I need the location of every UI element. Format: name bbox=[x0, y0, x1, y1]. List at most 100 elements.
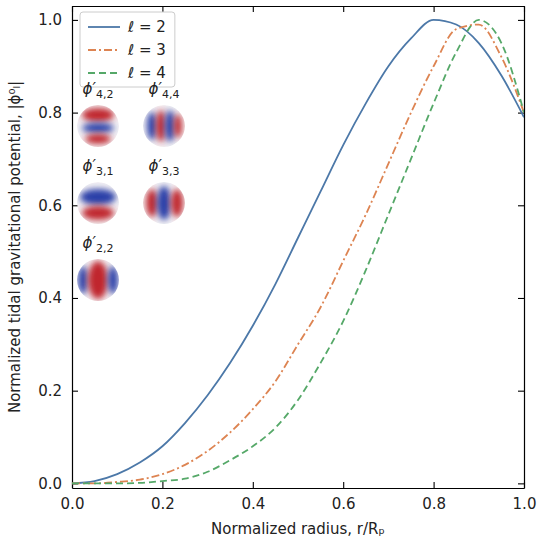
tick-mark bbox=[518, 298, 524, 299]
inset-sphere bbox=[143, 182, 185, 224]
series-line bbox=[72, 25, 524, 484]
sphere-pattern bbox=[171, 189, 183, 217]
chart: 0.00.20.40.60.81.00.00.20.40.60.81.0ℓ = … bbox=[0, 0, 540, 546]
legend-swatch bbox=[88, 72, 120, 74]
lines bbox=[72, 20, 524, 483]
inset-subscript: 3,3 bbox=[162, 165, 180, 178]
tick: 0.6 bbox=[332, 482, 356, 513]
plot: 0.00.20.40.60.81.00.00.20.40.60.81.0ℓ = … bbox=[38, 6, 536, 513]
tick: 0.2 bbox=[38, 382, 78, 400]
sphere-pattern bbox=[165, 110, 175, 142]
inset-label: ϕ′4,4 bbox=[149, 80, 180, 101]
y-axis-title: Normalized tidal gravitational potential… bbox=[6, 81, 24, 413]
tick: 0.4 bbox=[241, 482, 265, 513]
inset-subscript: 3,1 bbox=[96, 165, 114, 178]
sphere-pattern bbox=[146, 189, 158, 217]
tick-label: 0.4 bbox=[241, 495, 265, 513]
tick-label: 0.8 bbox=[38, 104, 62, 122]
tick-mark bbox=[72, 20, 78, 21]
sphere-base bbox=[143, 182, 185, 224]
tick-mark bbox=[72, 391, 78, 392]
tick-mark bbox=[343, 482, 344, 488]
inset-subscript: 4,4 bbox=[162, 88, 180, 101]
tick-label: 1.0 bbox=[513, 495, 537, 513]
tick: 0.8 bbox=[422, 482, 446, 513]
tick-mark bbox=[434, 6, 435, 12]
tick-mark bbox=[434, 482, 435, 488]
tick-mark bbox=[162, 482, 163, 488]
tick bbox=[518, 391, 524, 392]
tick-mark bbox=[343, 6, 344, 12]
sphere-pattern bbox=[108, 266, 118, 294]
tick-mark bbox=[162, 6, 163, 12]
inset-subscript: 2,2 bbox=[96, 242, 114, 255]
inset-symbol: ϕ′ bbox=[83, 234, 97, 252]
tick-label: 0.6 bbox=[332, 495, 356, 513]
tick-mark bbox=[72, 6, 73, 12]
tick-mark bbox=[253, 6, 254, 12]
tick bbox=[343, 6, 344, 12]
tick-label: 0.6 bbox=[38, 197, 62, 215]
tick bbox=[518, 205, 524, 206]
legend-swatch bbox=[88, 49, 120, 51]
axis-line bbox=[72, 7, 73, 489]
legend-label: ℓ = 2 bbox=[127, 18, 166, 36]
tick bbox=[518, 20, 524, 21]
tick bbox=[162, 6, 163, 12]
tick bbox=[434, 6, 435, 12]
tick bbox=[253, 6, 254, 12]
sphere-pattern bbox=[157, 186, 171, 220]
tick: 0.8 bbox=[38, 104, 78, 122]
tick-mark bbox=[72, 205, 78, 206]
x-axis-title: Normalized radius, r/Rₚ bbox=[211, 520, 385, 538]
series-line bbox=[72, 20, 524, 483]
sphere-base bbox=[143, 105, 185, 147]
axis-line bbox=[73, 6, 525, 7]
inset-sphere bbox=[143, 105, 185, 147]
series-line bbox=[72, 20, 524, 483]
tick-mark bbox=[72, 298, 78, 299]
legend-frame bbox=[80, 12, 175, 87]
sphere-pattern bbox=[85, 134, 111, 144]
insets: ϕ′4,2ϕ′4,4ϕ′3,1ϕ′3,3ϕ′2,2 bbox=[77, 80, 185, 301]
tick-mark bbox=[518, 205, 524, 206]
sphere-base bbox=[77, 182, 119, 224]
inset-symbol: ϕ′ bbox=[83, 80, 97, 98]
inset-subscript: 4,2 bbox=[96, 88, 114, 101]
tick-mark bbox=[253, 482, 254, 488]
inset-label: ϕ′4,2 bbox=[83, 80, 114, 101]
inset-sphere bbox=[77, 259, 119, 301]
inset-symbol: ϕ′ bbox=[149, 80, 163, 98]
axis bbox=[73, 6, 525, 12]
legend-swatch bbox=[88, 26, 120, 28]
tick bbox=[72, 6, 73, 12]
tick-mark bbox=[518, 20, 524, 21]
sphere-pattern bbox=[156, 110, 166, 142]
sphere-pattern bbox=[80, 189, 116, 205]
tick-mark bbox=[518, 391, 524, 392]
tick: 0.2 bbox=[151, 482, 175, 513]
tick: 1.0 bbox=[38, 11, 78, 29]
sphere-pattern bbox=[147, 112, 157, 140]
sphere-pattern bbox=[88, 261, 108, 299]
tick-label: 0.0 bbox=[61, 495, 85, 513]
axis: 0.00.20.40.60.81.0 bbox=[38, 7, 78, 493]
axis-line bbox=[524, 7, 525, 489]
tick bbox=[518, 298, 524, 299]
tick-label: 0.0 bbox=[38, 475, 62, 493]
inset-label: ϕ′3,3 bbox=[149, 157, 180, 178]
sphere-base bbox=[77, 259, 119, 301]
sphere-pattern bbox=[78, 266, 88, 294]
axis bbox=[518, 7, 525, 489]
sphere-base bbox=[77, 105, 119, 147]
tick: 0.6 bbox=[38, 197, 78, 215]
inset-label: ϕ′3,1 bbox=[83, 157, 114, 178]
inset-symbol: ϕ′ bbox=[83, 157, 97, 175]
sphere-pattern bbox=[82, 206, 114, 220]
tick-label: 0.2 bbox=[38, 382, 62, 400]
tick-mark bbox=[72, 113, 78, 114]
tick-label: 1.0 bbox=[38, 11, 62, 29]
legend: ℓ = 2ℓ = 3ℓ = 4 bbox=[80, 12, 175, 87]
inset-sphere bbox=[77, 182, 119, 224]
sphere-pattern bbox=[174, 114, 182, 138]
